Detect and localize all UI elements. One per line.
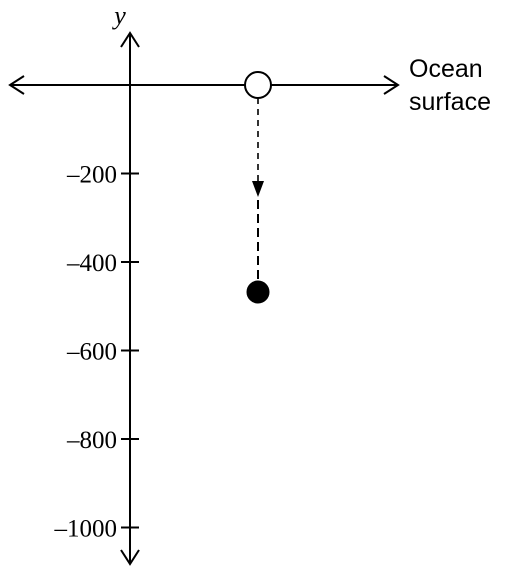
y-tick-label: –400 (66, 250, 117, 277)
up-arrow-icon (120, 31, 140, 48)
ocean-surface-label-line2: surface (409, 88, 491, 116)
down-arrow-icon (120, 549, 140, 566)
left-arrow-icon (8, 75, 25, 95)
end-filled-circle (246, 280, 270, 304)
y-tick-label: –200 (66, 162, 117, 189)
y-tick-label: –600 (66, 339, 117, 366)
y-tick-label: –800 (66, 427, 117, 454)
start-open-circle (244, 71, 272, 99)
descent-arrow-icon (252, 181, 264, 197)
right-arrow-icon (383, 75, 400, 95)
ocean-surface-label-line1: Ocean (409, 55, 483, 83)
y-axis-label: y (111, 1, 126, 30)
y-tick-label: –1000 (54, 516, 118, 543)
y-axis-ticks: –200 –400 –600 –800 –1000 (54, 162, 139, 543)
